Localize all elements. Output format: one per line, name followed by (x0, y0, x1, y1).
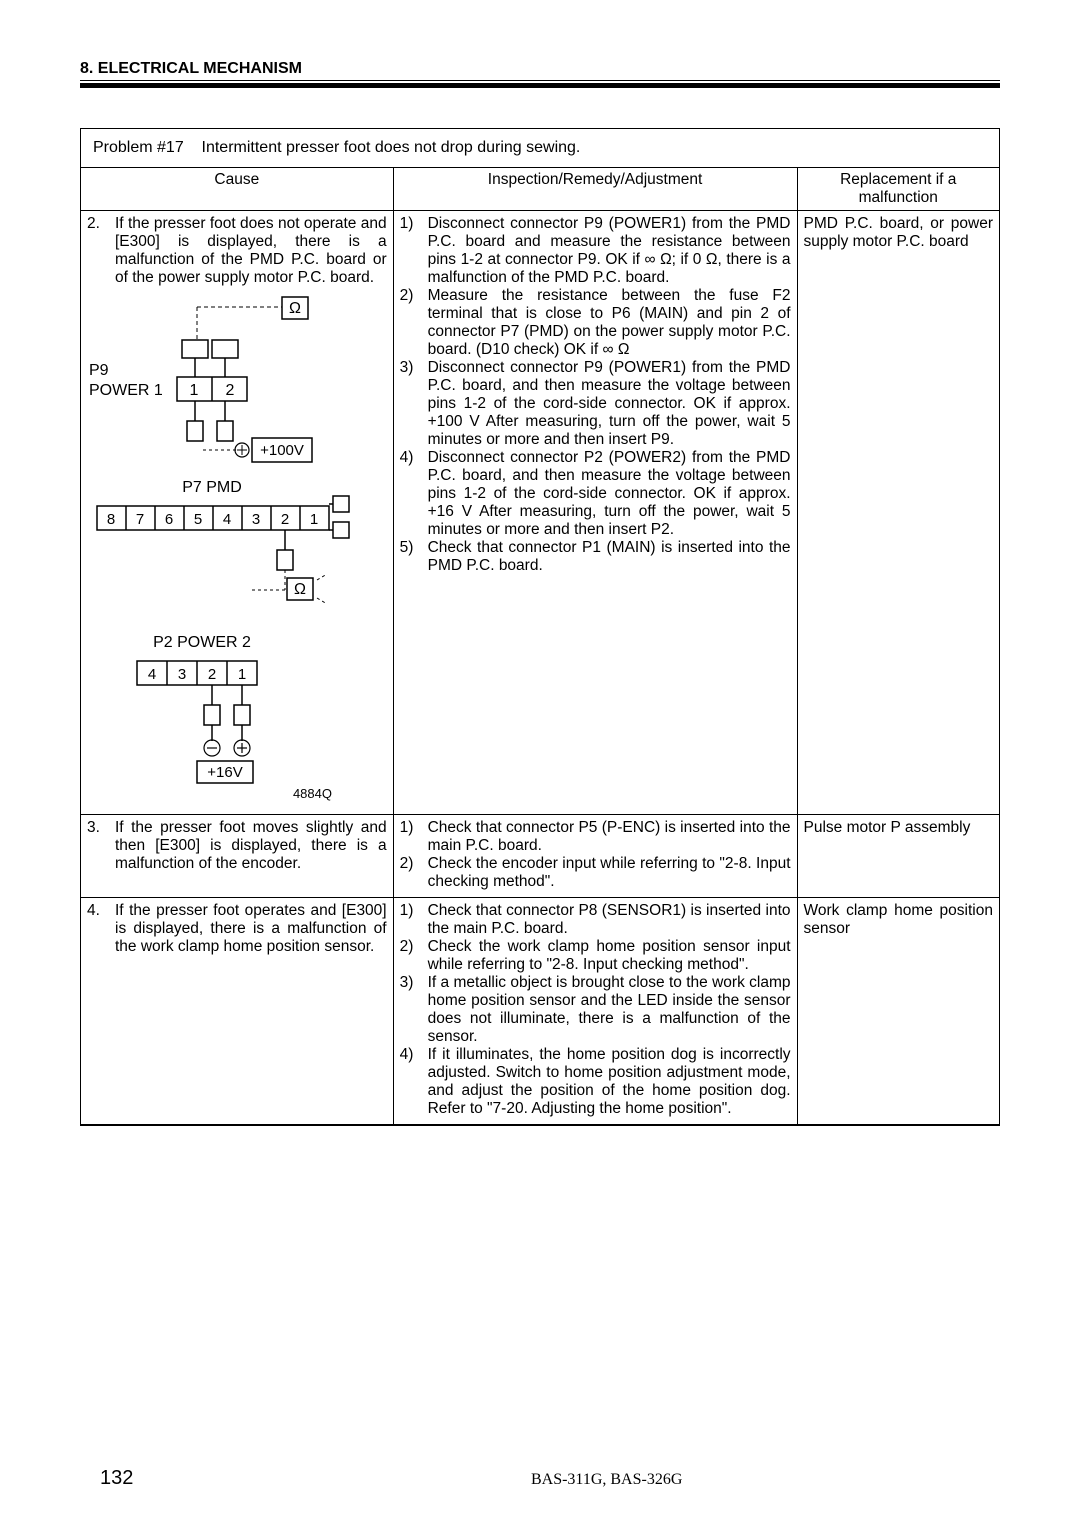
ohm-symbol: Ω (289, 300, 301, 317)
remedy-table: Cause Inspection/Remedy/Adjustment Repla… (81, 167, 999, 1125)
item-num: 3) (400, 974, 422, 1046)
cause-text: If the presser foot operates and [E300] … (115, 902, 387, 956)
item-text: Check the encoder input while referring … (428, 855, 791, 891)
pin: 7 (136, 511, 144, 528)
cause-text: If the presser foot does not operate and… (115, 215, 387, 287)
table-row: 4. If the presser foot operates and [E30… (81, 898, 999, 1125)
pin: 1 (310, 511, 318, 528)
cause-text: If the presser foot moves slightly and t… (115, 819, 387, 873)
diagram-p2: P2 POWER 2 4 3 2 1 (87, 633, 387, 808)
item-text: Check the work clamp home position senso… (428, 938, 791, 974)
cause-cell: 3. If the presser foot moves slightly an… (81, 815, 393, 898)
ohm-symbol: Ω (294, 581, 306, 598)
inspection-cell: 1)Disconnect connector P9 (POWER1) from … (393, 211, 797, 815)
item-text: Disconnect connector P9 (POWER1) from th… (428, 359, 791, 449)
item-text: Check that connector P8 (SENSOR1) is ins… (428, 902, 791, 938)
replacement-cell: Work clamp home position sensor (797, 898, 999, 1125)
inspection-cell: 1)Check that connector P5 (P-ENC) is ins… (393, 815, 797, 898)
pin: 3 (178, 666, 186, 683)
item-text: Disconnect connector P9 (POWER1) from th… (428, 215, 791, 287)
volt-label: +16V (207, 764, 242, 781)
item-text: Measure the resistance between the fuse … (428, 287, 791, 359)
item-text: Check that connector P5 (P-ENC) is inser… (428, 819, 791, 855)
item-num: 1) (400, 215, 422, 287)
diagram-p7: P7 PMD 8 (87, 478, 387, 613)
label-p9: P9 (89, 362, 109, 379)
problem-box: Problem #17 Intermittent presser foot do… (80, 128, 1000, 1126)
page-footer: 132 BAS-311G, BAS-326G (0, 1467, 1080, 1490)
table-row: 3. If the presser foot moves slightly an… (81, 815, 999, 898)
item-text: If it illuminates, the home position dog… (428, 1046, 791, 1118)
problem-title: Problem #17 Intermittent presser foot do… (81, 129, 999, 167)
item-text: Disconnect connector P2 (POWER2) from th… (428, 449, 791, 539)
cause-cell: 2. If the presser foot does not operate … (81, 211, 393, 815)
label-p7: P7 PMD (182, 479, 242, 496)
cause-cell: 4. If the presser foot operates and [E30… (81, 898, 393, 1125)
replacement-cell: PMD P.C. board, or power supply motor P.… (797, 211, 999, 815)
item-text: Check that connector P1 (MAIN) is insert… (428, 539, 791, 575)
rule-thick (80, 83, 1000, 88)
problem-text: Intermittent presser foot does not drop … (202, 139, 581, 156)
item-num: 2) (400, 855, 422, 891)
pin-1: 1 (190, 382, 199, 399)
diagram-p9: Ω P9 POWER 1 1 2 (87, 295, 387, 470)
pin: 2 (281, 511, 289, 528)
pin: 5 (194, 511, 202, 528)
inspection-cell: 1)Check that connector P8 (SENSOR1) is i… (393, 898, 797, 1125)
problem-prefix: Problem #17 (93, 139, 184, 156)
cause-num: 3. (87, 819, 109, 873)
label-p2: P2 POWER 2 (153, 634, 251, 651)
section-title: 8. ELECTRICAL MECHANISM (80, 60, 1000, 78)
volt-label: +100V (260, 442, 304, 459)
table-row: 2. If the presser foot does not operate … (81, 211, 999, 815)
item-num: 2) (400, 938, 422, 974)
item-num: 1) (400, 819, 422, 855)
pin: 4 (148, 666, 156, 683)
figure-id: 4884Q (293, 786, 332, 801)
pin-2: 2 (226, 382, 235, 399)
pin: 3 (252, 511, 260, 528)
pin: 6 (165, 511, 173, 528)
model-codes: BAS-311G, BAS-326G (531, 1471, 682, 1489)
col-inspection-header: Inspection/Remedy/Adjustment (393, 168, 797, 211)
label-power1: POWER 1 (89, 382, 163, 399)
rule-thin (80, 80, 1000, 81)
replacement-cell: Pulse motor P assembly (797, 815, 999, 898)
item-text: If a metallic object is brought close to… (428, 974, 791, 1046)
item-num: 2) (400, 287, 422, 359)
cause-num: 4. (87, 902, 109, 956)
pin: 2 (208, 666, 216, 683)
pin: 4 (223, 511, 231, 528)
item-num: 4) (400, 1046, 422, 1118)
col-replacement-header: Replacement if a malfunction (797, 168, 999, 211)
page-number: 132 (100, 1467, 133, 1490)
item-num: 4) (400, 449, 422, 539)
pin: 8 (107, 511, 115, 528)
item-num: 3) (400, 359, 422, 449)
cause-num: 2. (87, 215, 109, 287)
pin: 1 (238, 666, 246, 683)
col-cause-header: Cause (81, 168, 393, 211)
item-num: 5) (400, 539, 422, 575)
item-num: 1) (400, 902, 422, 938)
